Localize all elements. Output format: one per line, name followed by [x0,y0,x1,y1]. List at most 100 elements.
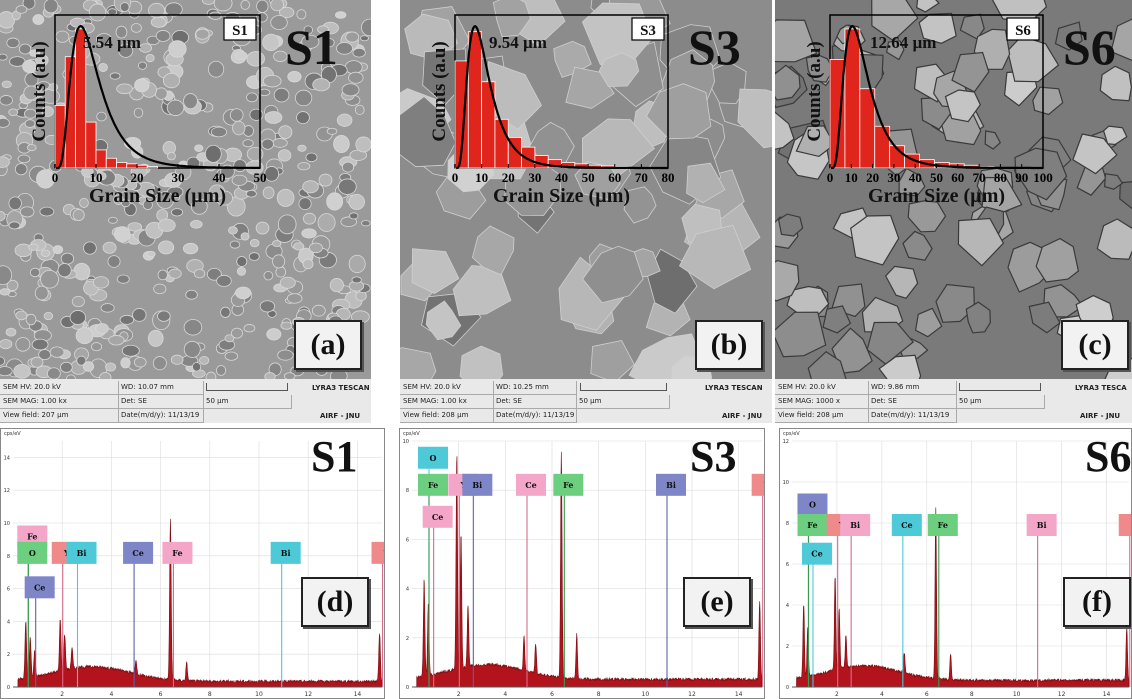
x-axis-label: Grain Size (µm) [868,185,1005,207]
eds-spectrum: 2 4 6 8 10 12 14 0 2 4 6 8 10 12 14 Fe O Y Bi Ce Fe Bi Y Ce [4,441,384,698]
sem-panel-s6: 0 10 20 30 40 50 60 70 80 90 100 Grain Size (µm) Cou… [775,0,1132,423]
y-axis-label: Counts (a.u) [804,41,825,141]
grain [850,214,900,266]
grain [90,342,103,352]
grain [152,356,167,371]
grain [229,240,241,249]
grain [137,61,147,70]
grain [194,144,204,153]
y-tick-label: 10 [403,439,409,445]
eds-panel-s3: 24681012140246810OFeYBiCeFeBiYCe cps/eV … [399,428,765,699]
grain [334,11,347,19]
x-tick-label: 20 [866,170,879,185]
grain [0,53,8,61]
grain [0,117,10,128]
grain [216,274,232,287]
grain [36,169,55,189]
grain [108,216,118,224]
y-tick-label: 2 [7,652,10,658]
grain [775,19,818,63]
grain [312,78,331,92]
grain [98,63,108,72]
grain [40,249,51,257]
grain [0,156,10,168]
grain [130,23,142,33]
x-tick-label: 90 [1015,170,1028,185]
x-tick-label: 10 [90,170,103,185]
element-label-box [797,493,828,516]
grain [108,335,125,346]
grain [231,327,243,339]
grain [302,180,319,194]
x-tick-label: 10 [1013,691,1021,698]
grain [28,243,39,251]
grain [207,60,225,78]
grain [349,212,359,220]
y-tick-label: 2 [786,644,789,650]
sem-info-bar: SEM HV: 20.0 kV WD: 10.07 mm SEM MAG: 1.… [0,379,371,423]
element-label: Y [1130,520,1132,530]
grain [248,252,260,261]
element-label-box [66,541,97,564]
grain [686,162,726,204]
y-tick-label: 8 [406,488,409,494]
x-tick-label: 4 [109,691,113,698]
det-field: Det: SE [493,395,577,409]
sample-label: S3 [688,19,741,75]
x-tick-label: 8 [970,691,974,698]
x-tick-label: 4 [880,691,884,698]
x-tick-label: 30 [887,170,900,185]
sem-panel-s3: 0 10 20 30 40 50 60 70 80 Grain Size (µm) Counts (… [400,0,772,423]
grain [6,279,19,292]
grain [301,34,320,49]
grain [34,285,49,301]
det-field: Det: SE [118,395,204,409]
grain [242,139,254,148]
grain [236,266,247,276]
x-tick-label: 8 [208,691,212,698]
x-tick-label: 50 [930,170,943,185]
panel-letter: (e) [683,577,751,627]
grain [311,304,326,317]
grain [6,37,20,49]
grain [115,25,128,39]
grain [236,256,248,267]
element-label: Bi [77,548,87,558]
grain [278,125,293,140]
grain [170,354,184,365]
element-label-box [516,473,546,496]
grain [360,35,369,42]
sample-label: S1 [311,432,358,481]
x-tick-label: 70 [635,170,648,185]
inset-tag-box [1006,17,1040,41]
grain [1028,301,1061,334]
grain [71,295,85,308]
grain [133,107,144,118]
grain [168,268,182,279]
x-tick-label: 40 [909,170,922,185]
element-label: Bi [1037,520,1047,530]
panel-letter: (a) [294,320,362,370]
grain [156,191,175,209]
view-field: View field: 208 µm [400,409,494,423]
grain [341,161,355,173]
grain [49,346,65,358]
grain [270,0,284,12]
element-label-box [797,514,828,536]
x-tick-label: 2 [457,691,461,698]
element-label: Fe [938,520,948,530]
grain [918,12,957,44]
panel-letter: (d) [301,577,369,627]
x-tick-label: 60 [951,170,964,185]
grain [96,111,107,122]
element-label-box [270,541,301,564]
grain [1014,147,1068,201]
element-label-box [801,542,832,565]
x-tick-label: 2 [835,691,839,698]
grain [15,310,28,321]
grain [317,25,329,34]
view-field: View field: 207 µm [0,409,119,423]
grain [336,113,353,127]
x-tick-label: 40 [555,170,568,185]
grain [157,269,168,281]
